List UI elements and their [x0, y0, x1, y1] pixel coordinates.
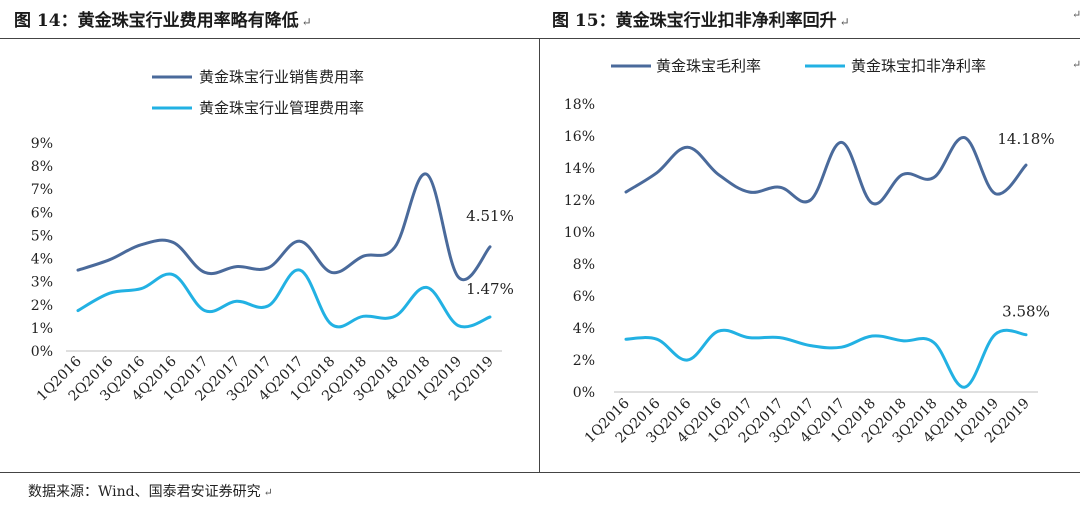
fig15-y-tick-label: 10%	[564, 225, 595, 241]
fig14-series-line-1	[76, 172, 492, 282]
header-rule	[0, 38, 1080, 39]
fig14-data-label-2: 1.47%	[466, 280, 514, 298]
fig14-y-tick-label: 7%	[31, 182, 53, 198]
fig14-y-tick-label: 1%	[31, 321, 53, 337]
fig15-legend-item-2: 黄金珠宝扣非净利率	[805, 57, 986, 75]
fig14-y-tick-label: 4%	[31, 252, 53, 268]
fig14-y-tick-label: 6%	[31, 205, 53, 221]
fig15-y-tick-label: 6%	[573, 289, 595, 305]
fig15-y-tick-label: 8%	[573, 257, 595, 273]
fig15-legend-item-1: 黄金珠宝毛利率	[611, 57, 761, 75]
fig15-legend-label-1: 黄金珠宝毛利率	[656, 57, 761, 75]
chart-title-fig14: 图 14：黄金珠宝行业费用率略有降低 ↵	[14, 11, 312, 31]
fig15-y-tick-label: 0%	[573, 385, 595, 401]
fig14-legend-label-2: 黄金珠宝行业管理费用率	[199, 99, 364, 117]
fig14-y-tick-label: 8%	[31, 159, 53, 175]
chart-fig15-margin: 黄金珠宝毛利率 黄金珠宝扣非净利率 0% 2% 4% 6% 8% 10% 12% 14% 16% 18…	[564, 57, 1055, 446]
fig14-series-line-2	[76, 268, 492, 329]
fig14-y-tick-label: 9%	[31, 136, 53, 152]
chart-title-fig15: 图 15：黄金珠宝行业扣非净利率回升 ↵	[552, 11, 850, 31]
edge-mark-top: ↵	[1072, 8, 1080, 21]
fig15-y-tick-label: 18%	[564, 97, 595, 113]
fig15-y-tick-label: 2%	[573, 353, 595, 369]
data-source-note: 数据来源：Wind、国泰君安证券研究 ↵	[28, 484, 273, 500]
fig14-y-tick-label: 3%	[31, 275, 53, 291]
fig15-series-line-1	[624, 136, 1028, 206]
edge-mark-legend: ↵	[1072, 58, 1080, 71]
fig14-y-tick-label: 2%	[31, 298, 53, 314]
fig14-y-tick-label: 0%	[31, 344, 53, 360]
panel-divider	[539, 38, 540, 472]
fig14-y-tick-label: 5%	[31, 228, 53, 244]
fig15-series-line-2	[624, 328, 1028, 389]
fig15-data-label-2: 3.58%	[1002, 303, 1050, 321]
fig15-legend-label-2: 黄金珠宝扣非净利率	[851, 57, 986, 75]
fig14-legend-label-1: 黄金珠宝行业销售费用率	[199, 68, 364, 86]
fig15-y-tick-label: 14%	[564, 161, 595, 177]
fig14-legend-item-2: 黄金珠宝行业管理费用率	[152, 99, 364, 117]
fig15-y-tick-label: 16%	[564, 129, 595, 145]
footer-rule	[0, 472, 1080, 473]
fig15-data-label-1: 14.18%	[997, 130, 1054, 148]
fig14-data-label-1: 4.51%	[466, 207, 514, 225]
fig15-y-tick-label: 4%	[573, 321, 595, 337]
fig14-legend-item-1: 黄金珠宝行业销售费用率	[152, 68, 364, 86]
fig15-y-tick-label: 12%	[564, 193, 595, 209]
